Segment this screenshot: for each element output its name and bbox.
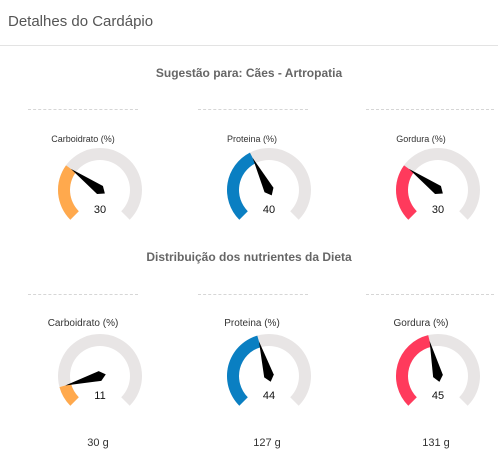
- gauge-needle: [429, 340, 443, 382]
- gauge-dial: [227, 334, 311, 406]
- gauge-label: Gordura (%): [393, 318, 449, 329]
- gauge-fill: [396, 165, 417, 220]
- suggestion-title: Sugestão para: Cães - Artropatia: [155, 66, 343, 80]
- gauge-fill: [396, 335, 431, 406]
- panel-title: Detalhes do Cardápio: [8, 13, 154, 30]
- gauge-value: 45: [431, 390, 445, 402]
- divider: [28, 294, 138, 295]
- gauge-distribution-2: Proteina (%) 44: [187, 318, 317, 410]
- distribution-title: Distribuição dos nutrientes da Dieta: [146, 250, 352, 264]
- gauge-dial: [58, 334, 142, 406]
- gauge-needle: [258, 341, 274, 382]
- gauge-value: 30: [93, 204, 107, 216]
- divider: [28, 109, 138, 110]
- gauge-value: 40: [262, 204, 276, 216]
- divider: [198, 109, 308, 110]
- divider: [366, 294, 494, 295]
- gauge-track: [58, 334, 142, 406]
- nutrient-grams: 131 g: [422, 437, 450, 449]
- gauge-track: [396, 148, 480, 220]
- divider: [198, 294, 308, 295]
- gauge-track: [58, 148, 142, 220]
- divider: [366, 109, 494, 110]
- gauge-suggestion-3: Gordura (%) 30: [356, 134, 486, 224]
- gauge-needle: [252, 157, 274, 196]
- gauge-distribution-1: Carboidrato (%) 11: [18, 318, 148, 410]
- nutrient-grams: 127 g: [253, 437, 281, 449]
- gauge-fill: [59, 383, 79, 406]
- nutrient-grams: 30 g: [87, 437, 109, 449]
- gauge-value: 44: [262, 390, 276, 402]
- gauge-fill: [227, 335, 261, 406]
- gauge-needle: [65, 371, 106, 386]
- panel-header: Detalhes do Cardápio: [0, 0, 498, 46]
- gauge-suggestion-2: Proteina (%) 40: [187, 134, 317, 224]
- gauge-distribution-3: Gordura (%) 45: [356, 318, 486, 410]
- gauge-needle: [70, 168, 105, 195]
- gauge-label: Carboidrato (%): [51, 134, 115, 144]
- gauge-label: Proteina (%): [226, 134, 278, 144]
- gauge-fill: [57, 165, 79, 220]
- gauge-suggestion-1: Carboidrato (%) 30: [18, 134, 148, 224]
- gauge-label: Proteina (%): [224, 318, 280, 329]
- gauge-dial: [227, 148, 311, 220]
- gauge-label: Carboidrato (%): [47, 318, 119, 329]
- gauge-value: 30: [431, 204, 445, 216]
- gauge-label: Gordura (%): [396, 134, 446, 144]
- gauge-fill: [227, 152, 256, 220]
- gauge-needle: [408, 168, 443, 195]
- gauge-dial: [396, 148, 480, 220]
- gauge-value: 11: [94, 390, 106, 402]
- gauge-dial: [396, 334, 480, 406]
- gauge-dial: [57, 148, 142, 220]
